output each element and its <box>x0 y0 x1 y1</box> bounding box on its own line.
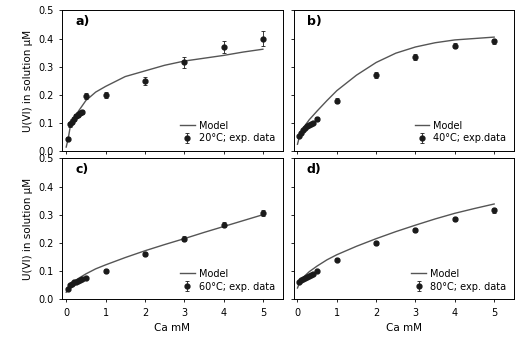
Model <box>353 73 360 77</box>
Model <box>298 130 305 134</box>
Model <box>67 283 73 287</box>
Model <box>181 59 187 63</box>
Model <box>83 272 89 276</box>
Model <box>63 145 70 149</box>
Model <box>260 47 266 51</box>
Line: Model: Model <box>66 215 263 292</box>
Model <box>63 290 70 294</box>
Model <box>306 270 312 274</box>
Model <box>413 223 419 227</box>
Text: d): d) <box>307 163 321 175</box>
Model <box>334 89 340 93</box>
Model <box>71 115 77 119</box>
Model <box>65 287 71 291</box>
Model <box>393 229 399 234</box>
Model <box>65 137 71 141</box>
Model <box>324 98 330 103</box>
Model <box>491 202 497 206</box>
Model <box>102 263 108 267</box>
X-axis label: Ca mM: Ca mM <box>155 323 190 333</box>
Model <box>69 120 75 124</box>
Model <box>75 277 81 281</box>
Model <box>240 218 247 223</box>
Y-axis label: U(VI) in solution μM: U(VI) in solution μM <box>23 178 33 280</box>
Model <box>161 243 168 247</box>
Model <box>452 211 458 215</box>
Model <box>294 142 301 146</box>
Model <box>92 90 99 94</box>
Model <box>314 264 320 268</box>
Model <box>393 51 399 55</box>
Model <box>67 125 73 129</box>
Model <box>201 56 207 60</box>
Model <box>491 35 497 39</box>
Model <box>142 249 148 253</box>
Y-axis label: U(VI) in solution μM: U(VI) in solution μM <box>23 30 33 132</box>
Legend: Model, 40°C; exp.data: Model, 40°C; exp.data <box>412 118 509 147</box>
Text: a): a) <box>75 14 90 28</box>
Model <box>161 63 168 67</box>
Model <box>334 253 340 257</box>
Line: Model: Model <box>66 49 263 147</box>
Model <box>302 123 308 127</box>
Model <box>122 75 128 79</box>
Model <box>353 244 360 248</box>
Model <box>432 41 438 45</box>
Model <box>301 126 307 130</box>
Model <box>260 213 266 217</box>
Model <box>201 230 207 235</box>
Line: Model: Model <box>297 37 494 144</box>
Model <box>92 267 99 271</box>
Model <box>471 36 477 41</box>
X-axis label: Ca mM: Ca mM <box>386 323 421 333</box>
Text: c): c) <box>75 163 89 175</box>
Model <box>75 110 81 114</box>
Model <box>181 237 187 241</box>
Model <box>314 109 320 113</box>
Legend: Model, 60°C; exp. data: Model, 60°C; exp. data <box>177 266 278 294</box>
Model <box>373 61 379 65</box>
Model <box>306 118 312 122</box>
Model <box>296 135 303 139</box>
Model <box>471 206 477 211</box>
Model <box>373 237 379 241</box>
Model <box>240 50 247 54</box>
Model <box>122 256 128 260</box>
Model <box>221 53 227 57</box>
Model <box>79 104 85 108</box>
Model <box>221 225 227 229</box>
Model <box>142 69 148 73</box>
Model <box>324 258 330 262</box>
Model <box>413 45 419 49</box>
Line: Model: Model <box>297 204 494 288</box>
Model <box>302 273 308 277</box>
Model <box>71 279 77 283</box>
Model <box>294 286 301 290</box>
Text: b): b) <box>307 14 321 28</box>
Model <box>83 98 89 103</box>
Legend: Model, 80°C; exp. data: Model, 80°C; exp. data <box>408 266 509 294</box>
Model <box>296 281 303 285</box>
Legend: Model, 20°C; exp. data: Model, 20°C; exp. data <box>177 118 278 147</box>
Model <box>432 217 438 221</box>
Model <box>298 278 305 282</box>
Model <box>73 112 79 117</box>
Model <box>102 84 108 88</box>
Model <box>452 38 458 42</box>
